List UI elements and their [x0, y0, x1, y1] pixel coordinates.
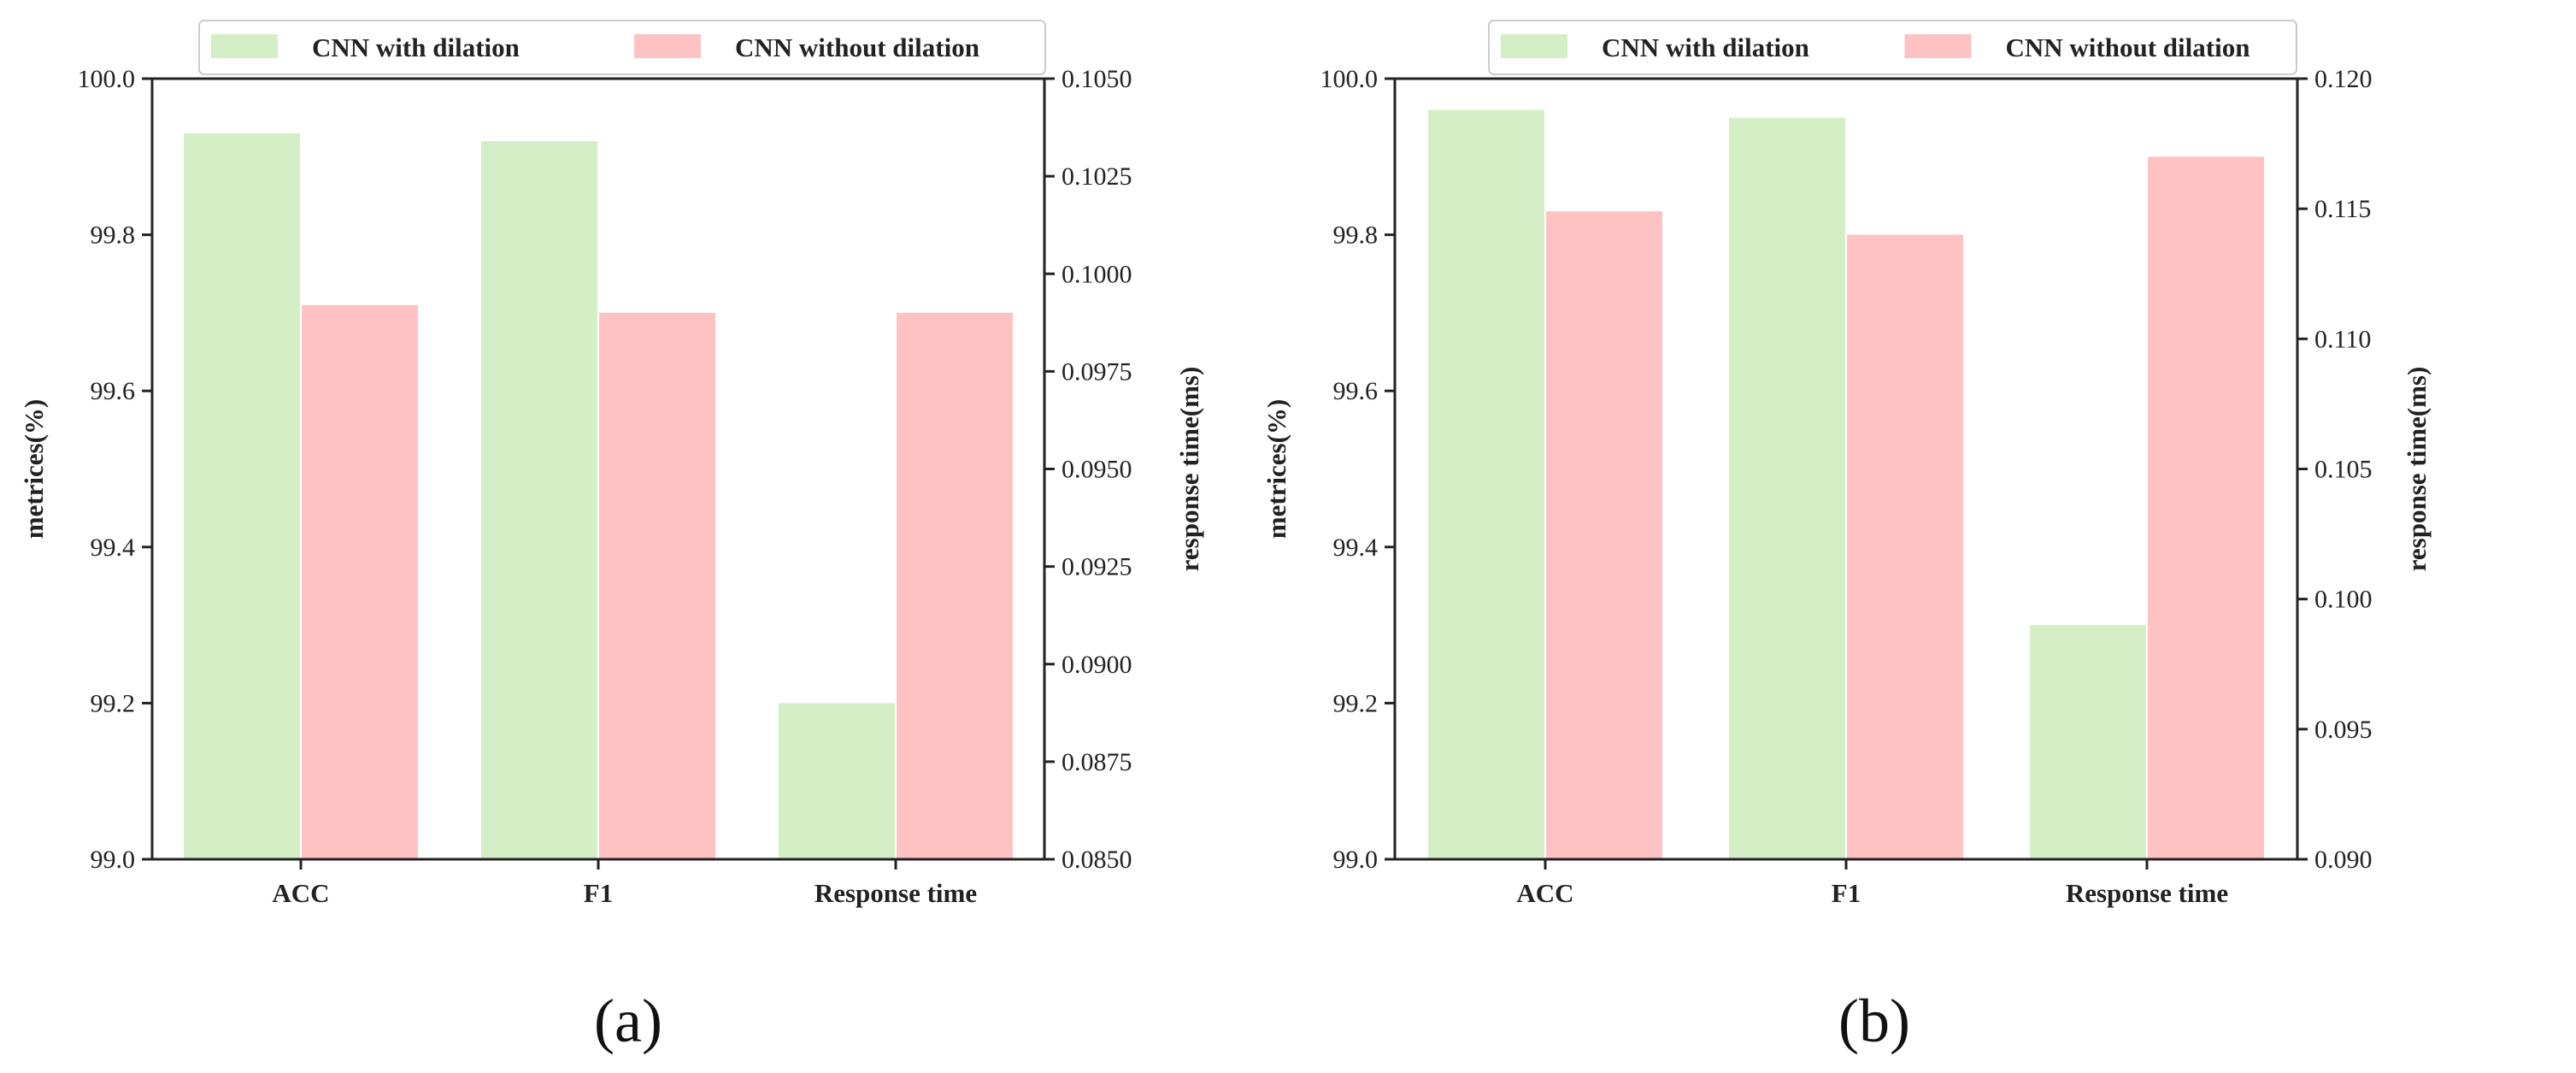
- x-axis-category-label: ACC: [1516, 878, 1573, 908]
- right-axis-title: response time(ms): [1174, 367, 1204, 572]
- bar-with-dilation-acc: [1428, 109, 1544, 859]
- bar-without-dilation-f1: [599, 312, 715, 859]
- bar-without-dilation-response-time: [897, 312, 1013, 859]
- legend-label-without-dilation: CNN without dilation: [735, 32, 979, 62]
- bar-with-dilation-f1: [481, 141, 597, 860]
- right-axis-tick-label: 0.115: [2314, 195, 2371, 223]
- bar-with-dilation-acc: [184, 133, 300, 859]
- right-axis-tick-label: 0.105: [2314, 456, 2373, 484]
- right-axis-title: response time(ms): [2402, 367, 2432, 572]
- panel-label-a: (a): [594, 987, 662, 1055]
- left-axis-tick-label: 99.6: [91, 377, 136, 405]
- legend-label-without-dilation: CNN without dilation: [2006, 32, 2250, 62]
- right-axis-tick-label: 0.090: [2314, 846, 2373, 874]
- legend-swatch-without-dilation: [634, 34, 701, 58]
- right-axis-tick-label: 0.0950: [1062, 456, 1132, 484]
- left-axis-tick-label: 100.0: [1320, 65, 1379, 93]
- left-axis-tick-label: 99.6: [1333, 377, 1379, 405]
- chart-panel-a: 99.0 99.2 99.4 99.6 99.8 100.0 0.0850 0.0875 0.0…: [19, 20, 1204, 908]
- x-axis-category-label: F1: [584, 878, 613, 908]
- right-axis-tick-label: 0.0975: [1062, 357, 1132, 386]
- left-axis-tick-label: 99.8: [91, 221, 136, 250]
- left-axis-title: metrices(%): [1262, 399, 1291, 539]
- left-axis-tick-label: 99.4: [91, 534, 136, 562]
- legend-swatch-with-dilation: [211, 34, 278, 58]
- left-axis-tick-label: 99.2: [91, 689, 136, 717]
- legend: CNN with dilation CNN without dilation: [1488, 20, 2297, 75]
- bar-with-dilation-f1: [1729, 117, 1845, 859]
- left-axis-tick-label: 99.8: [1333, 221, 1379, 250]
- legend: CNN with dilation CNN without dilation: [198, 20, 1046, 75]
- legend-box: [198, 20, 1046, 75]
- x-axis-category-label: ACC: [272, 878, 329, 908]
- left-axis-tick-label: 99.4: [1333, 534, 1379, 562]
- legend-swatch-with-dilation: [1501, 34, 1567, 58]
- left-axis-tick-label: 100.0: [78, 65, 136, 93]
- x-axis-category-label: F1: [1832, 878, 1861, 908]
- x-axis-category-label: Response time: [2066, 878, 2228, 908]
- bar-without-dilation-response-time: [2148, 156, 2264, 860]
- right-axis-tick-label: 0.0925: [1062, 553, 1132, 581]
- right-axis-tick-label: 0.120: [2314, 65, 2373, 93]
- legend-swatch-without-dilation: [1904, 34, 1972, 58]
- right-axis-tick-label: 0.1025: [1062, 162, 1132, 191]
- right-axis-tick-label: 0.110: [2314, 325, 2371, 353]
- legend-box: [1488, 20, 2297, 75]
- left-axis-tick-label: 99.2: [1333, 689, 1379, 717]
- right-axis-tick-label: 0.1050: [1062, 65, 1132, 93]
- right-axis-tick-label: 0.0900: [1062, 651, 1132, 679]
- bar-without-dilation-acc: [1546, 211, 1662, 859]
- bar-with-dilation-response-time: [2030, 625, 2146, 859]
- right-axis-tick-label: 0.1000: [1062, 260, 1132, 288]
- x-axis-category-label: Response time: [815, 878, 977, 908]
- right-axis-tick-label: 0.095: [2314, 716, 2373, 744]
- right-axis-tick-label: 0.0875: [1062, 748, 1132, 776]
- left-axis-title: metrices(%): [19, 399, 49, 539]
- bar-without-dilation-acc: [302, 304, 418, 859]
- left-axis-tick-label: 99.0: [91, 846, 136, 874]
- bar-without-dilation-f1: [1847, 234, 1963, 860]
- panel-label-b: (b): [1838, 987, 1910, 1055]
- left-axis-tick-label: 99.0: [1333, 846, 1379, 874]
- bar-with-dilation-response-time: [779, 703, 895, 859]
- right-axis-tick-label: 0.100: [2314, 586, 2373, 614]
- legend-label-with-dilation: CNN with dilation: [1602, 32, 1809, 62]
- legend-label-with-dilation: CNN with dilation: [312, 32, 520, 62]
- chart-panel-b: 99.0 99.2 99.4 99.6 99.8 100.0 0.090 0.095 0.100…: [1262, 20, 2432, 908]
- right-axis-tick-label: 0.0850: [1062, 846, 1132, 874]
